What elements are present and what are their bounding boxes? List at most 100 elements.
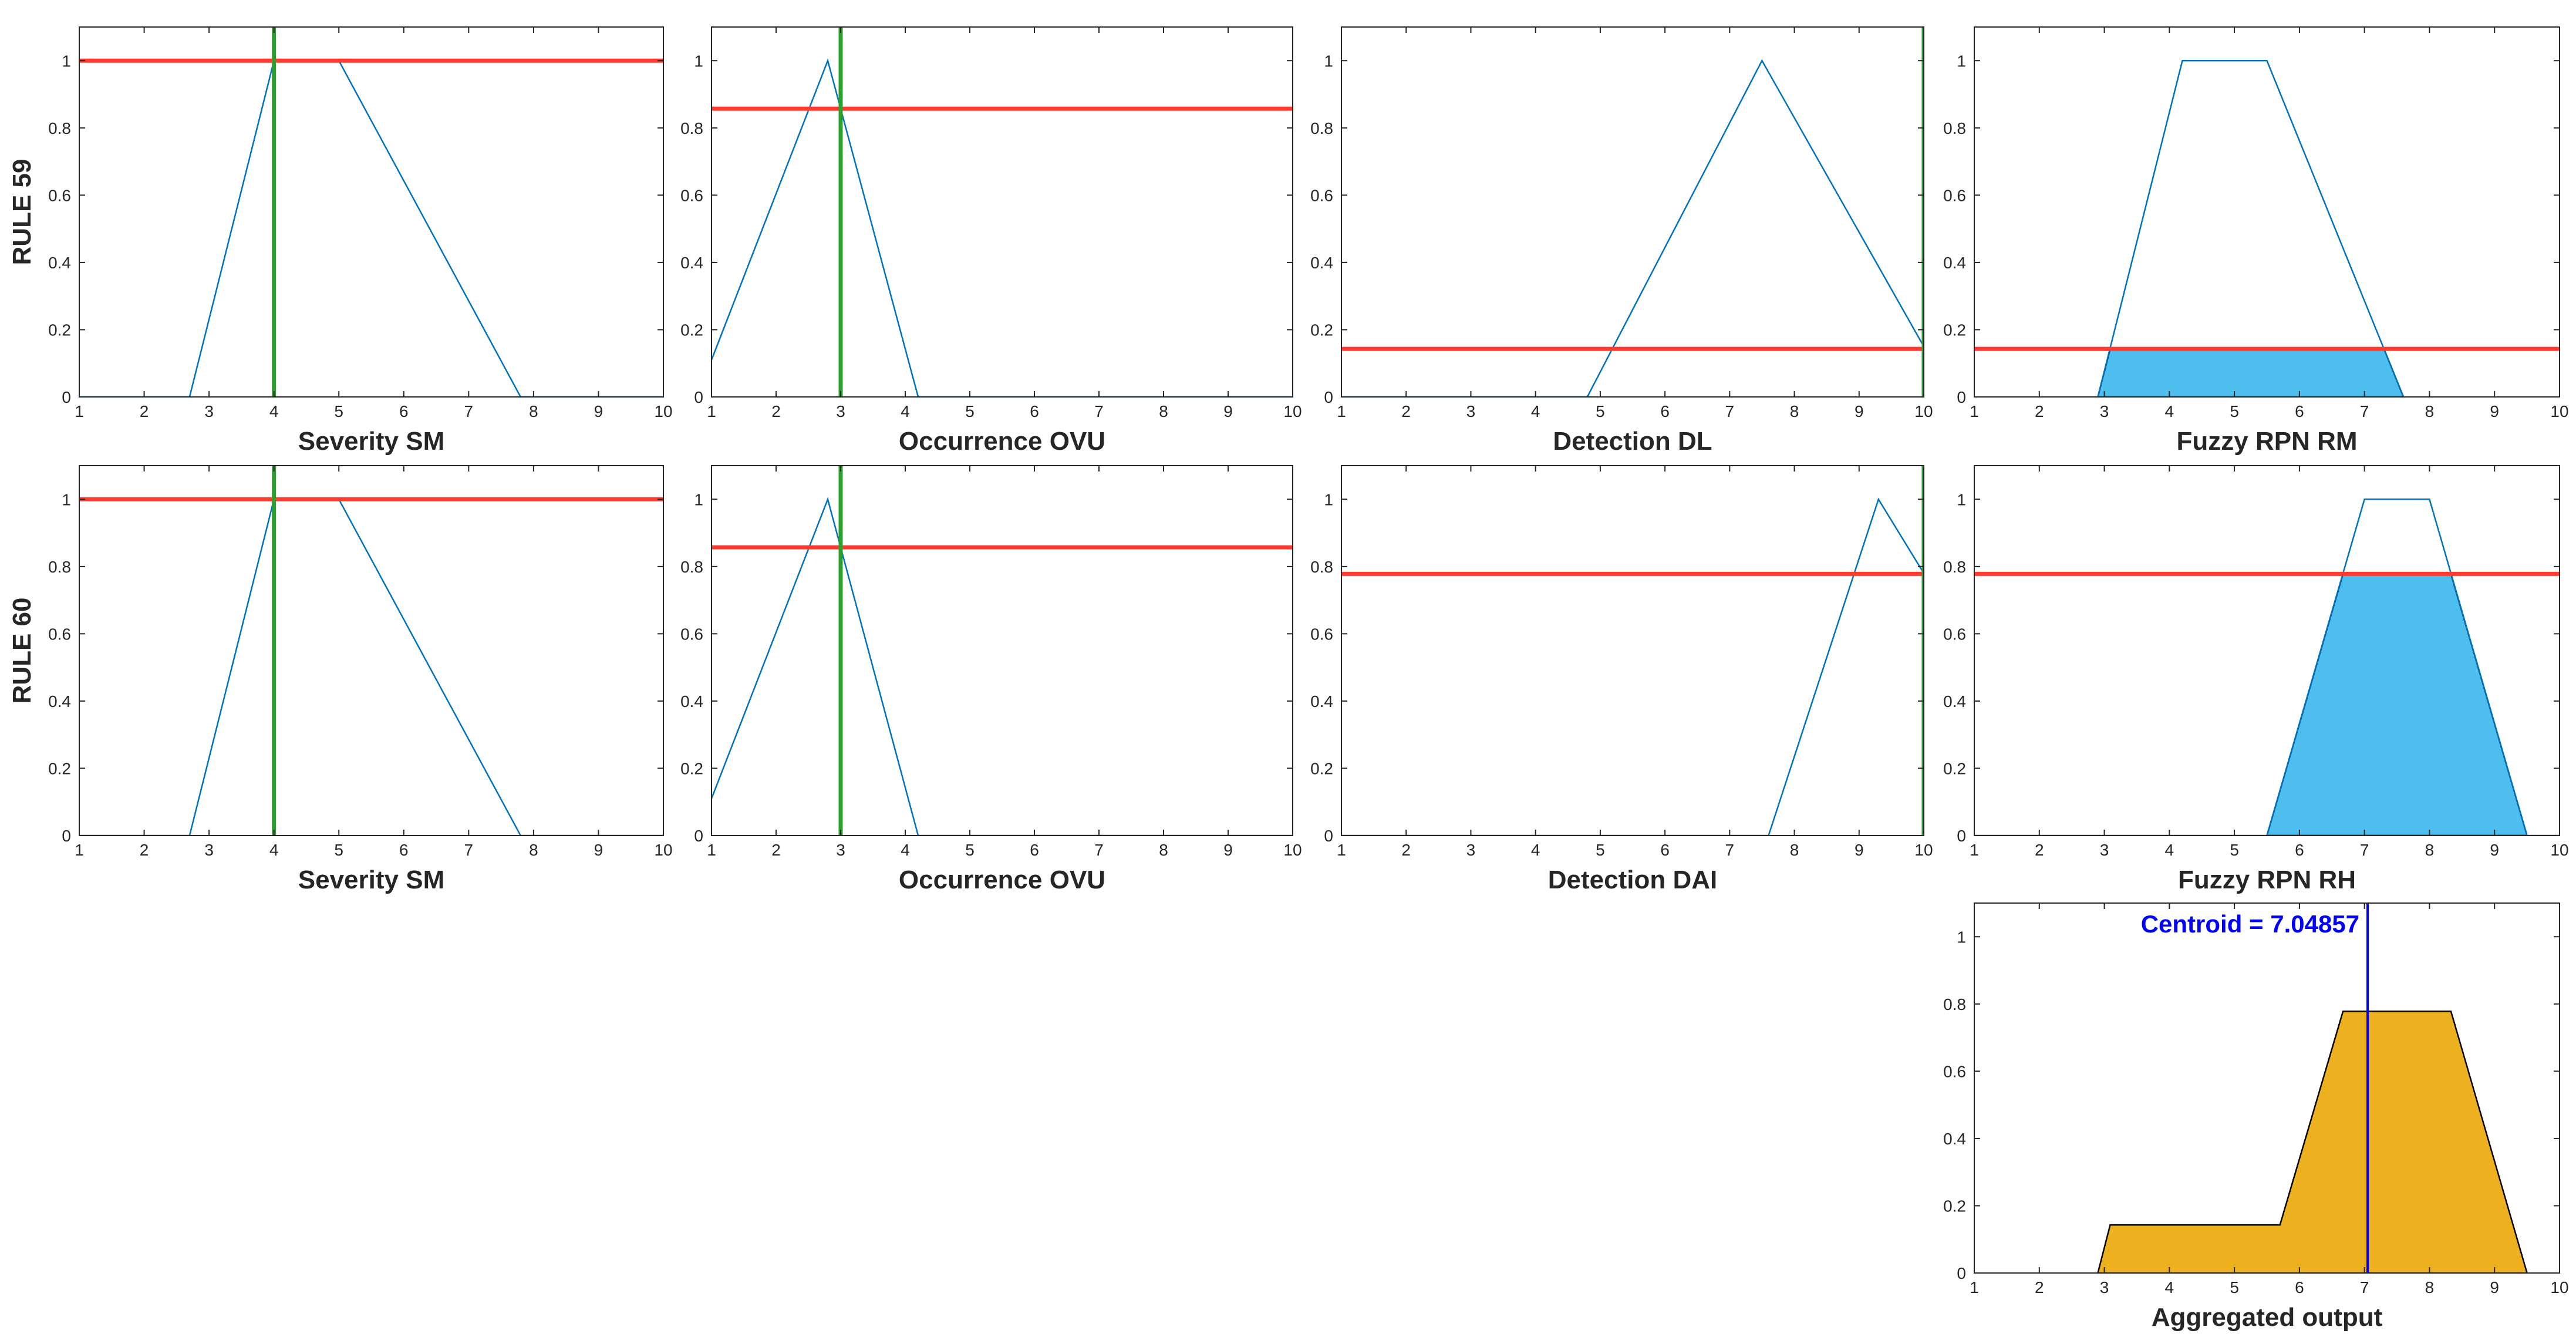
y-tick-label: 1 [694,490,703,508]
panel-aggregate: 1 2 3 4 5 6 7 8 9 10 0 0.2 0.4 0.6 0.8 1 Aggregated outp… [1943,902,2569,1332]
y-tick-label: 1 [1324,52,1333,70]
y-tick-label: 0.2 [1310,759,1333,777]
panel-r59-occurrence: 1 2 3 4 5 6 7 8 9 10 0 0.2 0.4 0.6 0.8 1 Occurrence OVU [680,26,1302,456]
x-tick-label: 5 [2230,1278,2239,1296]
y-tick-label: 0 [62,388,71,406]
x-tick-label: 10 [2550,402,2568,420]
x-tick-label: 7 [1725,402,1735,420]
y-tick-label: 0.2 [1943,759,1966,777]
x-axis-label: Occurrence OVU [899,865,1105,894]
y-tick-label: 0.4 [1310,254,1333,272]
x-tick-label: 10 [1914,841,1933,859]
x-tick-label: 6 [399,402,409,420]
x-tick-label: 3 [836,841,845,859]
x-tick-label: 4 [269,402,279,420]
membership-line [79,60,663,397]
x-tick-label: 3 [2100,1278,2109,1296]
y-tick-label: 0 [1324,827,1333,845]
x-tick-label: 8 [1790,402,1799,420]
x-tick-label: 3 [2100,841,2109,859]
x-tick-label: 4 [1531,402,1540,420]
x-axis-label: Detection DL [1553,427,1712,456]
x-tick-label: 6 [1030,402,1039,420]
y-tick-label: 0 [1957,827,1966,845]
x-tick-label: 2 [771,402,781,420]
x-tick-label: 5 [1596,402,1605,420]
axes-frame [79,26,664,398]
y-tick-label: 0 [694,388,703,406]
axes-frame [711,465,1293,836]
x-tick-label: 10 [2550,841,2568,859]
aggregate-fill [2097,1011,2528,1273]
y-tick-label: 1 [1957,52,1966,70]
x-tick-label: 9 [1223,841,1233,859]
y-tick-label: 0.6 [680,625,703,643]
panel-r59-output: 1 2 3 4 5 6 7 8 9 10 0 0.2 0.4 0.6 0.8 1 Fuzzy RPN RM [1943,26,2569,456]
y-tick-label: 0.2 [1943,321,1966,339]
implication-fill [2097,348,2405,397]
y-tick-label: 0.4 [680,254,703,272]
x-tick-label: 7 [1094,841,1104,859]
x-tick-label: 9 [2490,1278,2499,1296]
x-tick-label: 3 [204,402,214,420]
y-tick-label: 0.2 [1310,321,1333,339]
x-tick-label: 9 [2490,402,2499,420]
y-tick-label: 0.2 [680,759,703,777]
y-tick-label: 0.6 [48,186,71,204]
y-tick-label: 0.6 [1943,186,1966,204]
y-tick-label: 0.4 [48,692,71,710]
panel-r60-occurrence: 1 2 3 4 5 6 7 8 9 10 0 0.2 0.4 0.6 0.8 1 Occurrence OVU [680,465,1302,894]
y-tick-label: 0.8 [1943,119,1966,137]
y-tick-label: 1 [1324,490,1333,508]
row-label: RULE 60 [8,598,36,704]
x-tick-label: 7 [464,402,474,420]
y-tick-label: 0 [62,827,71,845]
y-tick-label: 0 [694,827,703,845]
x-tick-label: 5 [1596,841,1605,859]
x-tick-label: 1 [75,402,84,420]
y-tick-label: 0.8 [48,119,71,137]
y-tick-label: 0.6 [1310,625,1333,643]
x-tick-label: 8 [1159,402,1168,420]
x-tick-label: 7 [464,841,474,859]
x-tick-label: 1 [707,841,716,859]
x-tick-label: 8 [1159,841,1168,859]
x-tick-label: 4 [1531,841,1540,859]
plot-area [79,466,663,836]
x-tick-label: 6 [1660,841,1670,859]
y-tick-label: 0.6 [680,186,703,204]
x-tick-label: 1 [707,402,716,420]
plot-area [1974,60,2560,397]
x-tick-label: 4 [901,402,910,420]
y-tick-label: 0.4 [680,692,703,710]
x-tick-label: 7 [1094,402,1104,420]
axes-frame [711,26,1293,398]
y-tick-label: 0.8 [680,558,703,576]
centroid-label: Centroid = 7.04857 [2141,910,2359,938]
y-tick-label: 0.6 [1943,625,1966,643]
x-tick-label: 2 [1401,841,1411,859]
plot-area [1341,466,1924,836]
plot-area [79,27,663,397]
y-tick-label: 0.2 [680,321,703,339]
membership-line [712,497,1293,836]
x-tick-label: 3 [836,402,845,420]
y-tick-label: 0.6 [1310,186,1333,204]
x-tick-label: 8 [2425,841,2435,859]
axes-frame [79,465,664,836]
x-tick-label: 4 [2165,1278,2174,1296]
axes-frame [1974,26,2560,398]
rule-row-labels: RULE 59 RULE 60 [8,159,36,704]
y-tick-label: 0.8 [680,119,703,137]
membership-line [712,58,1293,397]
y-tick-label: 0.2 [1943,1197,1966,1215]
x-tick-label: 10 [654,402,672,420]
y-tick-label: 1 [1957,928,1966,946]
x-tick-label: 4 [901,841,910,859]
axes-frame [1341,26,1924,398]
membership-line [79,499,663,836]
x-tick-label: 6 [1660,402,1670,420]
x-tick-label: 7 [2360,402,2369,420]
x-tick-label: 10 [1283,402,1302,420]
